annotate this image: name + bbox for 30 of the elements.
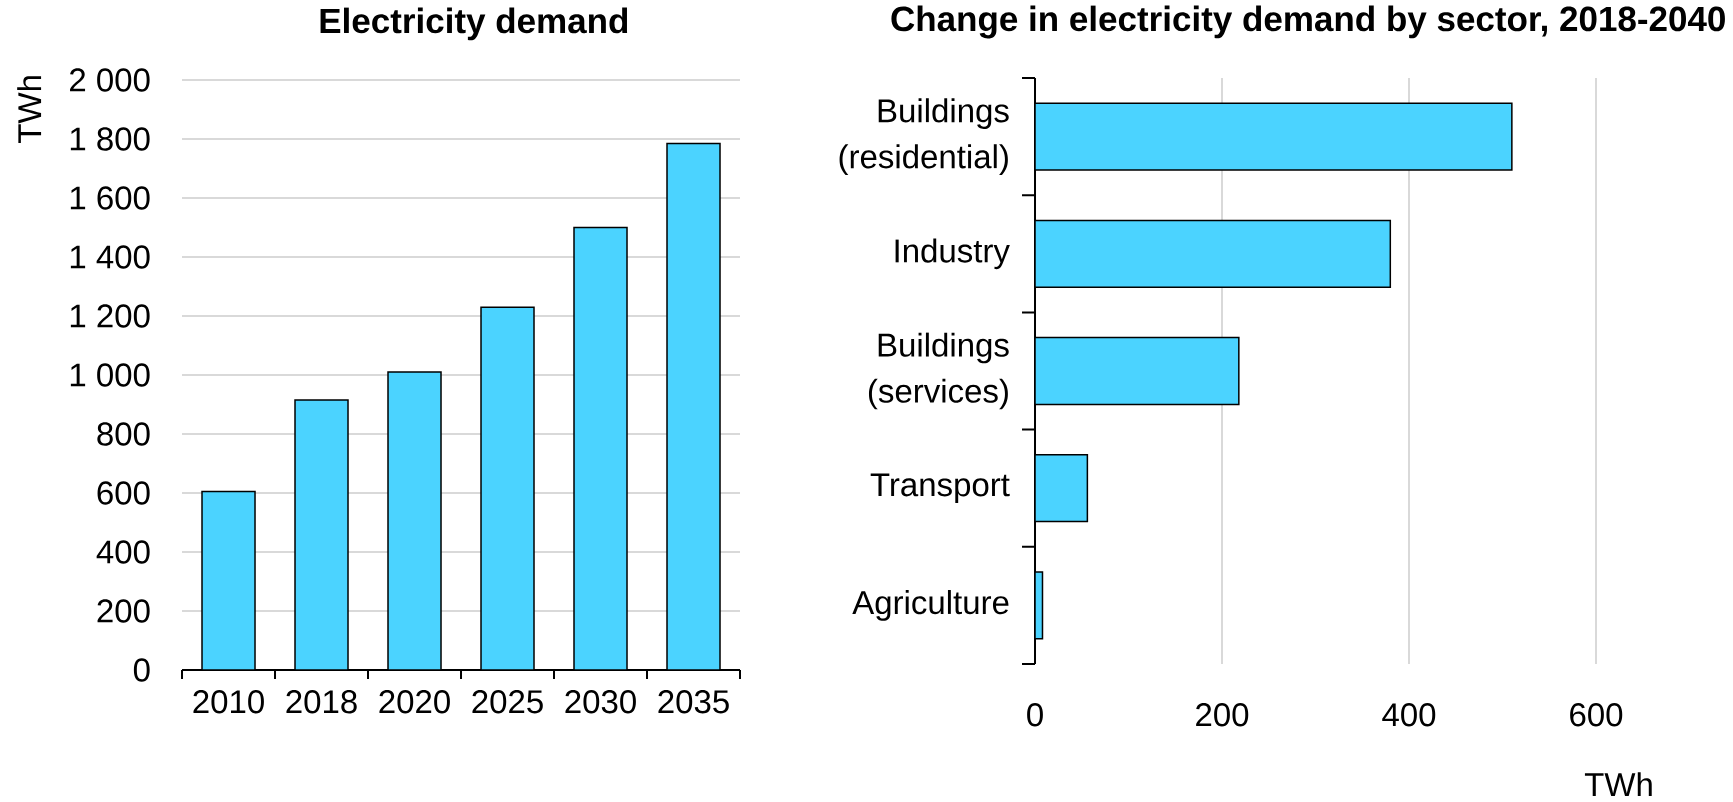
x-tick-label: 2020 xyxy=(379,690,450,714)
y-tick-label: 1 200 xyxy=(70,304,150,328)
y-tick-label: Transport xyxy=(870,473,1010,503)
y-tick-label: Buildings (services) xyxy=(868,332,1009,410)
x-tick-label: 2030 xyxy=(565,690,636,714)
x-tick-label: 2035 xyxy=(658,690,729,714)
y-tick-label: 1 400 xyxy=(70,245,150,269)
y-tick-label: 200 xyxy=(97,599,150,623)
y-tick-label: 600 xyxy=(97,481,150,505)
chart-title: Change in electricity demand by sector, 2018-2040 xyxy=(891,5,1725,39)
y-tick-label: 2 000 xyxy=(70,68,150,92)
x-tick-label: 0 xyxy=(1027,703,1043,727)
y-tick-label: 800 xyxy=(97,422,150,446)
x-tick-label: 2010 xyxy=(193,690,264,714)
y-tick-label: 400 xyxy=(96,540,150,564)
y-tick-label: Agriculture xyxy=(852,590,1009,621)
x-tick-label: 400 xyxy=(1382,703,1436,727)
chart-title: Electricity demand xyxy=(320,7,628,41)
y-tick-label: Buildings (residential) xyxy=(839,98,1009,175)
x-axis-title: TWh xyxy=(1584,772,1652,797)
x-tick-label: 2025 xyxy=(472,690,543,714)
x-tick-label: 2018 xyxy=(286,690,357,714)
y-tick-label: Industry xyxy=(895,238,1010,270)
y-tick-label: 1 000 xyxy=(70,363,150,387)
y-tick-label: 0 xyxy=(133,658,150,682)
y-tick-label: 1 600 xyxy=(70,186,150,210)
x-tick-label: 200 xyxy=(1196,703,1249,727)
y-axis-title: TWh xyxy=(17,76,42,143)
y-tick-label: 1 800 xyxy=(70,127,150,151)
x-tick-label: 600 xyxy=(1570,703,1623,727)
